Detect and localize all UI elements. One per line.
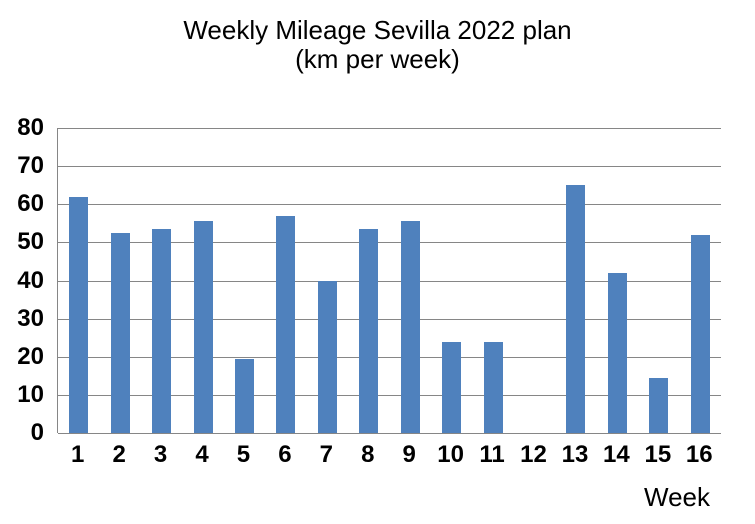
bar-week-7	[317, 280, 337, 433]
bar-week-8	[359, 229, 379, 433]
gridline	[58, 394, 721, 396]
chart-title: Weekly Mileage Sevilla 2022 plan (km per…	[0, 16, 755, 74]
x-tick-label: 8	[361, 441, 375, 468]
bar-week-14	[607, 272, 627, 433]
y-tick-label: 50	[17, 228, 44, 256]
y-tick-label: 80	[17, 114, 44, 141]
x-tick-label: 11	[479, 441, 505, 468]
gridline	[58, 280, 721, 282]
chart-title-line2: (km per week)	[295, 44, 460, 74]
gridline	[58, 204, 721, 206]
plot-area	[57, 128, 721, 434]
bar-week-11	[483, 341, 503, 433]
chart-title-line1: Weekly Mileage Sevilla 2022 plan	[183, 15, 572, 45]
x-tick-label: 12	[520, 441, 547, 468]
bar-week-5	[234, 358, 254, 433]
x-tick-label: 6	[278, 441, 292, 468]
y-tick-label: 0	[30, 419, 44, 446]
gridline	[58, 166, 721, 168]
x-tick-label: 15	[644, 441, 672, 468]
y-tick-label: 70	[17, 152, 44, 180]
bar-week-15	[649, 377, 669, 433]
y-tick-label: 30	[17, 304, 44, 332]
x-tick-label: 5	[236, 441, 251, 468]
y-tick-label: 10	[17, 380, 44, 408]
bar-week-13	[566, 185, 586, 433]
gridline	[58, 356, 721, 358]
bar-week-2	[110, 232, 130, 433]
x-tick-label: 16	[685, 441, 713, 468]
y-tick-label: 60	[17, 190, 44, 218]
x-tick-label: 14	[603, 441, 630, 468]
x-tick-label: 13	[561, 441, 589, 468]
x-tick-label: 1	[71, 441, 85, 468]
x-tick-label: 7	[319, 441, 334, 468]
x-tick-label: 3	[153, 441, 168, 468]
x-tick-label: 10	[437, 441, 464, 468]
bar-week-10	[442, 341, 462, 433]
bar-week-1	[69, 196, 89, 433]
gridline	[58, 128, 721, 129]
bar-week-3	[152, 229, 172, 433]
y-tick-label: 40	[17, 266, 44, 294]
x-axis-title: Week	[644, 482, 710, 512]
bar-week-4	[193, 221, 213, 433]
bar-week-9	[400, 221, 420, 433]
x-tick-label: 2	[112, 441, 126, 468]
gridline	[58, 242, 721, 244]
x-tick-label: 9	[402, 441, 416, 468]
bar-week-16	[690, 234, 710, 433]
gridline	[58, 433, 721, 434]
gridline	[58, 318, 721, 320]
bar-week-6	[276, 215, 296, 433]
x-tick-label: 4	[195, 441, 209, 468]
y-tick-label: 20	[17, 342, 44, 370]
